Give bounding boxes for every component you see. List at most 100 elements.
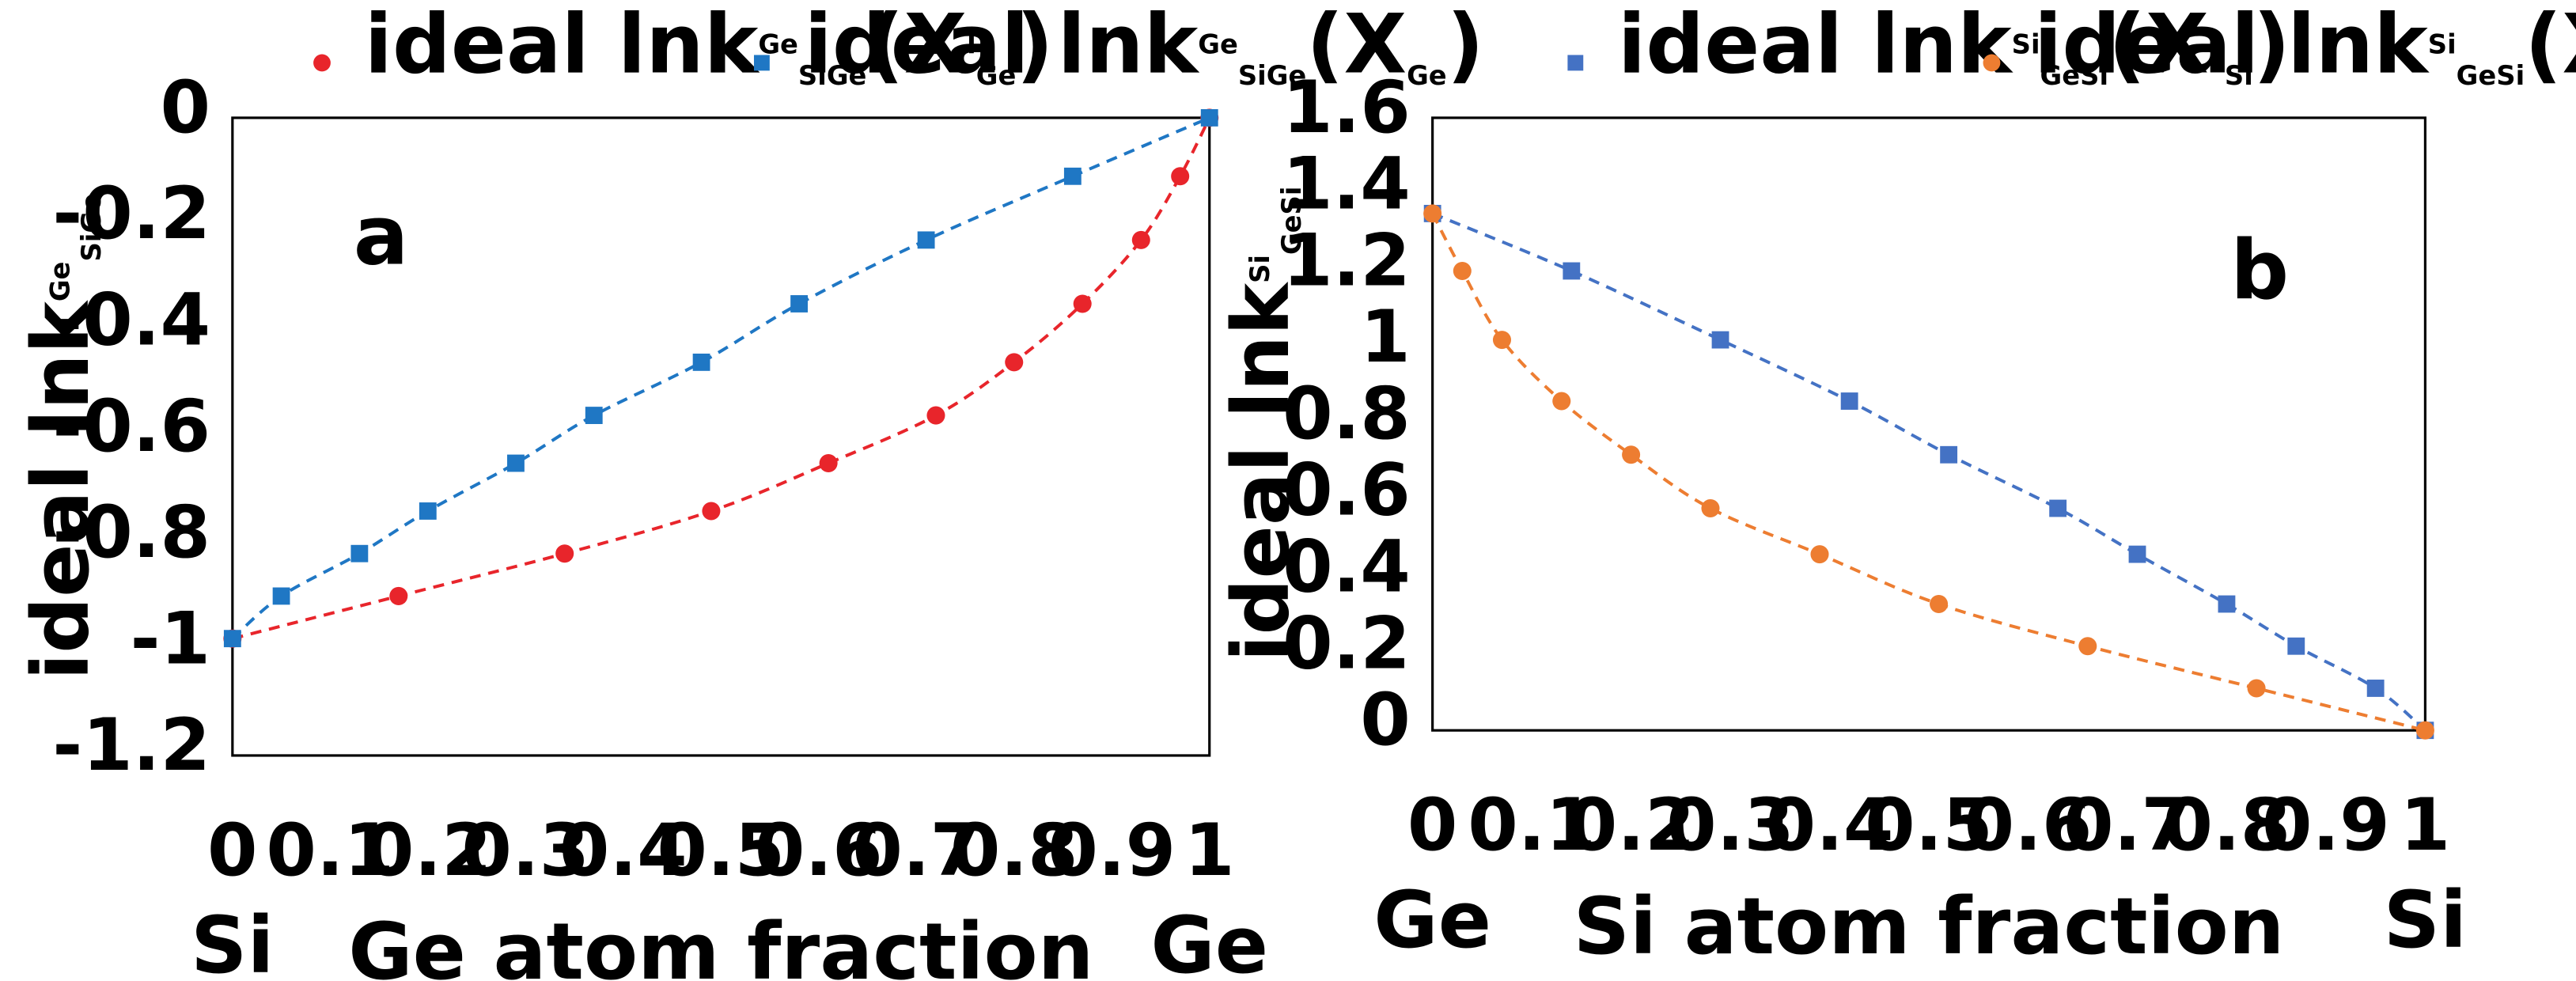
y-tick-label: -0.6 [52,384,210,468]
legend-marker [1983,54,2001,72]
data-point [1171,167,1190,186]
x-tick-label: 0.8 [950,808,1078,892]
data-point [1131,230,1150,249]
x-end-label-left: Si [191,900,275,981]
data-point [2247,679,2266,698]
x-tick-label: 0.2 [364,808,492,892]
y-tick-label: 0.8 [1282,371,1411,456]
plot-frame [231,116,1211,757]
x-end-label-right: Si [2384,875,2468,966]
data-point [1423,204,1442,223]
x-tick-label: 0.5 [657,808,785,892]
x-tick-label: 0.3 [461,808,589,892]
x-tick-label: 0.9 [1047,808,1176,892]
data-point [2049,499,2067,517]
y-tick-label: 1 [1360,294,1411,379]
x-tick-label: 0.7 [852,808,980,892]
data-point [2078,637,2097,656]
legend-marker [313,54,331,72]
y-tick-label: 1.4 [1282,142,1411,226]
x-tick-label: 0.6 [1964,782,2093,867]
y-tick-label: 0.6 [1282,448,1411,532]
data-point [419,502,437,520]
data-point [1552,392,1571,411]
legend-label: ideal lnkGeSiGe(XlGe) [365,0,1054,92]
data-point [507,454,525,472]
data-point [350,544,369,562]
series-1 [1423,204,2434,740]
y-tick-label: -0.4 [52,277,210,362]
panel-label: a [354,189,409,284]
x-tick-label: 0.1 [1468,782,1596,867]
data-point [1063,167,1082,185]
data-point [1453,261,1472,280]
x-tick-label: 0.7 [2063,782,2191,867]
data-point [926,406,945,425]
data-point [1622,445,1641,464]
data-point [223,630,241,648]
y-axis-label: ideal lnkGeSiGe [16,193,107,680]
x-tick-label: 0.4 [559,808,688,892]
y-tick-label: -0.8 [52,490,210,574]
y-tick-label: 1.2 [1282,218,1411,302]
data-point [1810,545,1829,564]
y-tick-label: -1.2 [52,703,210,787]
y-tick-label: 0.2 [1282,600,1411,685]
legend-marker [1567,55,1584,71]
chart-panel-a: -1.2-1-0.8-0.6-0.4-0.200 0.10.20.30.40.50… [16,0,1484,981]
data-point [917,231,935,249]
data-point [2415,721,2434,740]
x-axis-label: Ge atom fraction [348,907,1093,981]
data-point [2128,545,2146,563]
panel-label: b [2230,223,2289,318]
x-tick-label: 0 [1407,782,1458,867]
series-1 [223,108,1218,648]
x-tick-label: 0.9 [2262,782,2390,867]
y-tick-label: 1.6 [1282,65,1411,150]
data-point [1563,262,1581,280]
x-tick-label: 0.5 [1865,782,1993,867]
x-end-label-left: Ge [1373,875,1491,966]
legend-label: ideal lnkSiGeSi(XlSi) [2034,0,2576,92]
x-tick-label: 0.1 [266,808,394,892]
x-tick-label: 1 [1184,808,1235,892]
data-point [272,587,290,605]
data-point [1492,331,1512,350]
y-axis-label: ideal lnkSiGeSi [1216,187,1307,662]
x-tick-label: 0.6 [755,808,883,892]
legend-label: ideal lnkSiGeSi(XsSi) [1618,0,2290,92]
data-point [819,454,838,473]
data-point [2287,637,2305,655]
data-point [790,295,808,312]
x-tick-label: 0.3 [1666,782,1794,867]
data-point [1701,498,1720,518]
legend-marker [753,55,770,71]
data-point [1930,594,1949,614]
chart-panel-b: 00.20.40.60.811.21.41.60 0.10.20.30.40.50… [1216,0,2576,972]
data-point [555,544,574,563]
y-tick-label: 0 [160,65,210,150]
y-tick-label: -0.2 [52,171,210,256]
data-point [389,586,408,605]
y-tick-label: 0.4 [1282,524,1411,608]
data-point [692,353,710,371]
data-point [2218,595,2236,613]
x-tick-label: 0 [207,808,258,892]
data-point [1711,331,1729,349]
data-point [702,502,721,521]
data-point [1840,392,1858,410]
y-tick-label: 0 [1360,677,1411,762]
data-point [1200,108,1218,127]
plot-frame [1431,116,2426,732]
data-point [1005,353,1024,372]
data-point [2366,680,2385,697]
figure-root: -1.2-1-0.8-0.6-0.4-0.200 0.10.20.30.40.50… [16,0,2576,981]
data-point [585,407,603,424]
y-tick-label: -1 [131,596,210,680]
data-point [1073,294,1092,313]
legend-label: ideal lnkGeSiGe(XGe) [805,0,1484,92]
x-tick-label: 0.8 [2163,782,2291,867]
x-tick-label: 0.2 [1567,782,1695,867]
x-axis-label: Si atom fraction [1574,881,2285,972]
